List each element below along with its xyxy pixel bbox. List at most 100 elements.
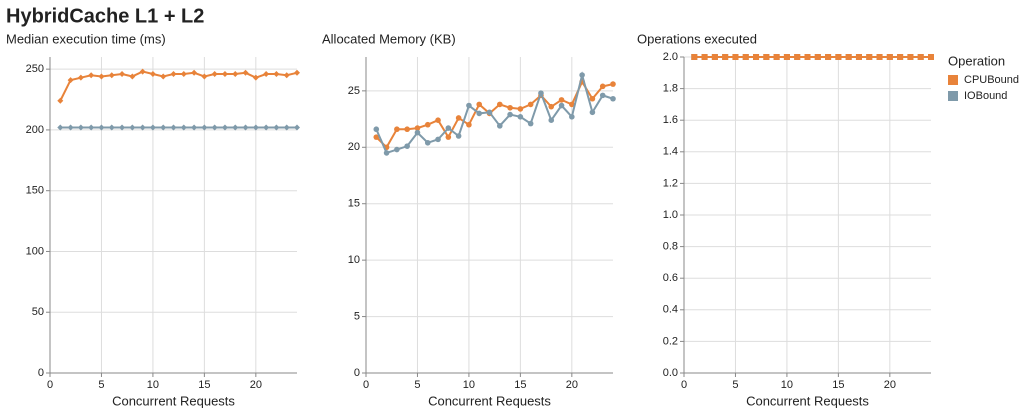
point — [763, 54, 770, 60]
point — [77, 74, 84, 81]
line — [59, 70, 298, 102]
point — [170, 71, 177, 78]
point — [835, 54, 842, 60]
point — [404, 143, 410, 149]
point — [711, 54, 718, 60]
point — [139, 124, 146, 131]
y-tick-label: 1.0 — [663, 209, 678, 221]
point — [855, 54, 862, 60]
x-tick-label: 0 — [363, 379, 369, 391]
point — [496, 101, 503, 108]
point — [814, 54, 821, 60]
point — [424, 121, 431, 128]
point — [589, 95, 596, 102]
y-tick-label: 0.2 — [663, 335, 678, 347]
point — [252, 124, 259, 131]
point — [294, 69, 300, 76]
y-tick-label: 0.4 — [663, 304, 678, 316]
point — [445, 134, 452, 140]
point — [211, 124, 218, 131]
x-tick-label: 15 — [832, 379, 844, 391]
point — [294, 124, 300, 131]
point — [548, 117, 555, 123]
point — [742, 54, 749, 60]
point — [160, 124, 167, 131]
panel-title: Allocated Memory (KB) — [322, 31, 456, 46]
x-tick-label: 20 — [566, 379, 578, 391]
point — [579, 72, 585, 78]
point — [466, 102, 472, 109]
point — [180, 124, 187, 131]
point — [486, 109, 493, 116]
point — [804, 54, 811, 60]
x-tick-label: 5 — [732, 379, 738, 391]
point — [232, 124, 239, 131]
point — [129, 73, 136, 80]
x-tick-label: 0 — [681, 379, 687, 391]
y-tick-label: 1.6 — [663, 114, 678, 126]
point — [191, 124, 198, 131]
point — [476, 110, 483, 117]
y-tick-label: 0.8 — [663, 241, 678, 253]
point — [527, 120, 534, 127]
point — [88, 72, 95, 79]
point — [886, 54, 893, 60]
point — [67, 77, 74, 84]
point — [201, 73, 208, 80]
point — [283, 72, 290, 79]
point — [373, 134, 380, 140]
point — [466, 121, 472, 128]
point — [221, 124, 228, 131]
point — [373, 126, 380, 133]
x-tick-label: 20 — [250, 379, 262, 391]
point — [783, 54, 790, 60]
point — [283, 124, 290, 131]
y-tick-label: 1.8 — [663, 83, 678, 95]
point — [825, 54, 832, 60]
y-tick-label: 1.2 — [663, 177, 678, 189]
y-tick-label: 0.6 — [663, 272, 678, 284]
y-tick-label: 2.0 — [663, 51, 678, 63]
point — [394, 146, 400, 153]
point — [67, 124, 74, 131]
point — [129, 124, 136, 131]
x-tick-label: 15 — [198, 379, 210, 391]
legend-label: IOBound — [964, 90, 1007, 102]
legend-title: Operation — [948, 53, 1005, 68]
point — [569, 114, 575, 120]
point — [273, 71, 280, 78]
point — [108, 72, 115, 79]
x-tick-label: 10 — [463, 379, 475, 391]
point — [538, 90, 544, 96]
point — [108, 124, 115, 131]
point — [119, 71, 126, 78]
point — [507, 111, 513, 118]
y-tick-label: 0 — [38, 367, 44, 379]
point — [445, 125, 452, 131]
point — [424, 139, 431, 146]
point — [383, 150, 390, 156]
point — [88, 124, 95, 131]
point — [455, 133, 462, 139]
point — [149, 124, 156, 131]
point — [496, 123, 503, 129]
point — [414, 125, 421, 131]
point — [610, 95, 616, 102]
y-tick-label: 0 — [354, 367, 360, 379]
point — [170, 124, 177, 131]
point — [866, 54, 873, 60]
x-tick-label: 15 — [514, 379, 526, 391]
point — [191, 69, 198, 76]
point — [558, 97, 565, 103]
y-tick-label: 20 — [348, 141, 360, 153]
x-tick-label: 5 — [98, 379, 104, 391]
point — [211, 71, 218, 78]
point — [242, 124, 249, 131]
point — [569, 101, 575, 108]
point — [558, 102, 565, 109]
point — [773, 54, 780, 60]
x-axis-label: Concurrent Requests — [428, 393, 551, 408]
line — [375, 71, 614, 155]
y-tick-label: 15 — [348, 198, 360, 210]
